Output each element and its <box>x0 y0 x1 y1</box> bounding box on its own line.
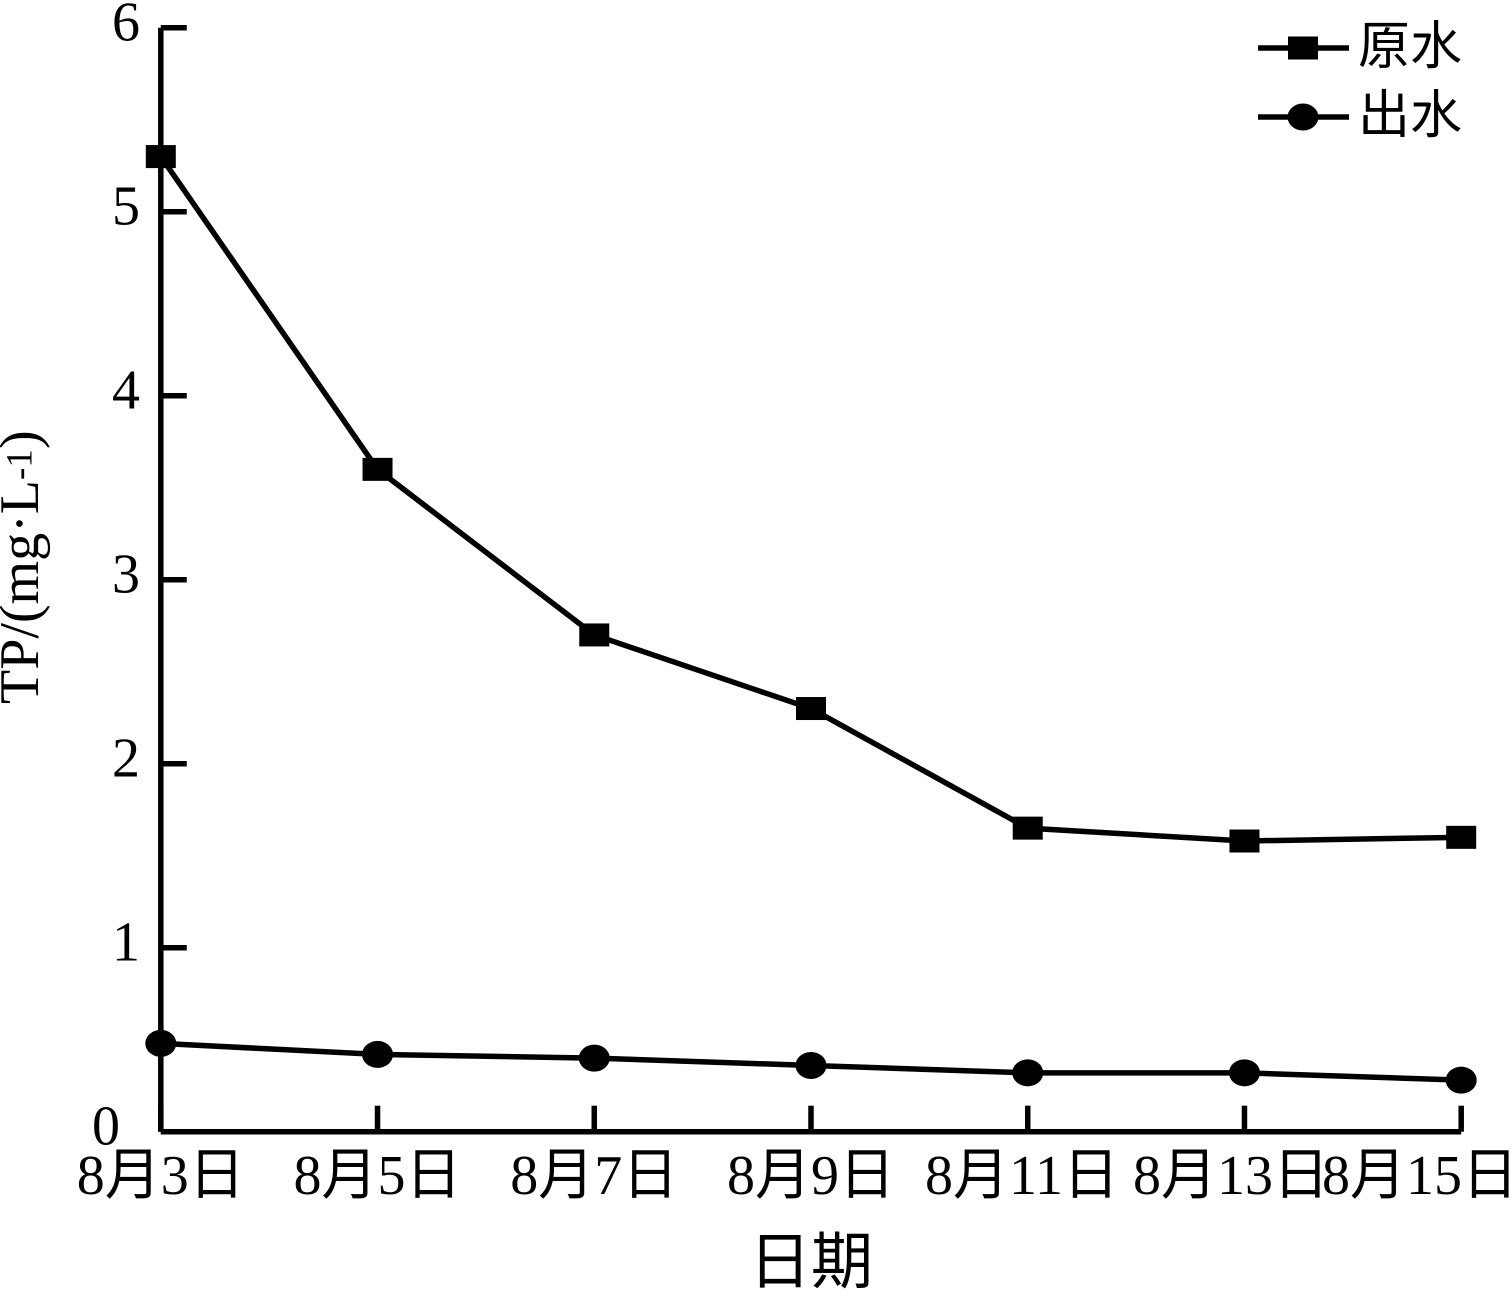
svg-text:原水: 原水 <box>1358 19 1462 76</box>
svg-text:8月3日: 8月3日 <box>77 1145 245 1207</box>
svg-text:8月9日: 8月9日 <box>727 1145 895 1207</box>
svg-text:8月5日: 8月5日 <box>294 1145 462 1207</box>
svg-text:8月7日: 8月7日 <box>510 1145 678 1207</box>
svg-text:5: 5 <box>112 176 140 238</box>
svg-text:1: 1 <box>112 912 140 974</box>
svg-text:3: 3 <box>112 544 140 606</box>
svg-text:6: 6 <box>112 0 140 54</box>
svg-text:8月13日: 8月13日 <box>1133 1145 1329 1207</box>
svg-text:出水: 出水 <box>1358 88 1462 145</box>
svg-text:8月11日: 8月11日 <box>925 1145 1119 1207</box>
svg-text:日期: 日期 <box>749 1229 873 1297</box>
svg-text:4: 4 <box>112 360 140 422</box>
svg-text:8月15日: 8月15日 <box>1322 1145 1512 1207</box>
svg-text:2: 2 <box>112 728 140 790</box>
